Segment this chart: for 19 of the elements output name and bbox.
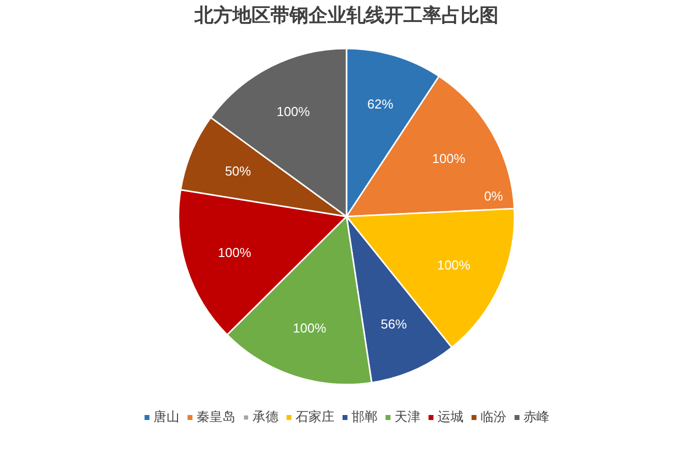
data-label: 100% bbox=[218, 244, 252, 260]
legend-label: 石家庄 bbox=[296, 408, 334, 426]
data-label: 62% bbox=[367, 96, 394, 112]
data-label: 100% bbox=[276, 104, 310, 120]
legend-label: 秦皇岛 bbox=[196, 408, 236, 426]
data-label: 56% bbox=[380, 316, 408, 332]
data-label: 50% bbox=[224, 164, 252, 179]
legend-label: 承德 bbox=[252, 408, 278, 426]
legend-label: 运城 bbox=[438, 408, 464, 426]
data-label: 100% bbox=[292, 320, 327, 336]
text: 0% bbox=[484, 188, 503, 204]
legend-label: 邯郸 bbox=[352, 408, 378, 426]
legend-label: 临汾 bbox=[480, 408, 506, 426]
chart-title: 北方地区带钢企业轧线开工率占比图 bbox=[194, 4, 498, 26]
data-label: 100% bbox=[437, 257, 471, 272]
data-label: 100% bbox=[432, 150, 466, 166]
legend-label: 天津 bbox=[394, 408, 420, 426]
legend-label: 赤峰 bbox=[524, 408, 550, 426]
legend-label: 唐山 bbox=[154, 408, 180, 426]
